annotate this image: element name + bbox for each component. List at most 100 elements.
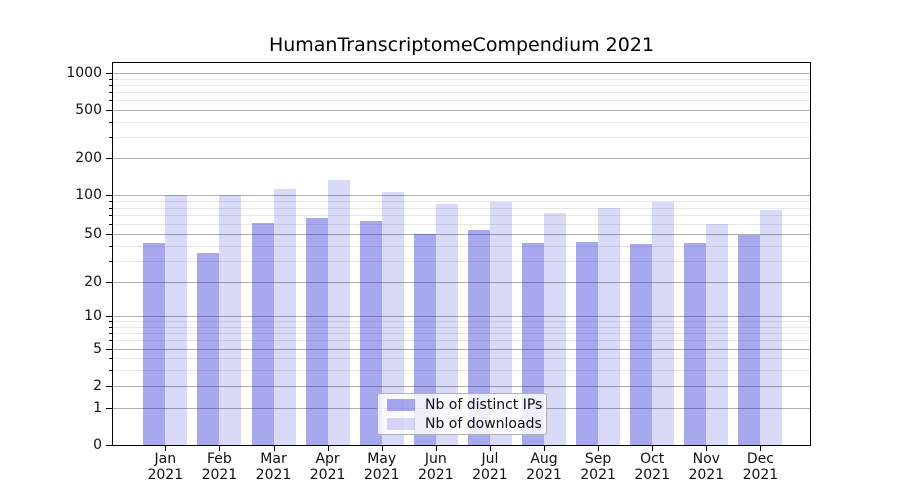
plot-border-bottom [112,445,811,446]
x-tick-mark [598,446,600,451]
y-tick-mark [106,195,113,196]
x-tick-label: Sep 2021 [568,451,628,483]
x-tick-month: Dec [746,451,774,467]
y-minor-tick-mark [109,200,113,202]
y-tick-label: 1000 [66,65,102,81]
x-tick-month: Apr [315,451,340,467]
y-tick-label: 100 [75,187,102,203]
legend: Nb of distinct IPs Nb of downloads [377,393,547,435]
x-tick-year: 2021 [472,467,508,483]
bar-distinct-ips [251,222,274,445]
gridline-minor [113,84,810,86]
x-tick-label: Jul 2021 [460,451,520,483]
y-minor-tick-mark [109,245,113,247]
x-tick-month: Oct [640,451,665,467]
y-minor-tick-mark [109,223,113,225]
gridline-minor [113,223,810,225]
x-tick-mark [760,446,762,451]
y-tick-label: 0 [93,437,102,453]
bar-downloads [381,192,404,445]
x-tick-year: 2021 [634,467,670,483]
y-minor-tick-mark [109,121,113,123]
gridline-minor [113,358,810,359]
legend-label-downloads: Nb of downloads [425,415,542,432]
legend-swatch-distinct-ips [387,398,415,411]
bar-downloads [165,195,188,445]
bar-downloads [327,179,350,445]
y-tick-mark [106,110,113,111]
x-tick-mark [435,446,437,451]
x-tick-month: Jun [424,451,447,467]
x-tick-month: Feb [206,451,232,467]
y-minor-tick-mark [109,369,113,371]
plot-border-top [112,62,811,63]
x-tick-year: 2021 [688,467,725,483]
x-tick-mark [165,446,167,451]
x-tick-month: Aug [530,451,558,467]
legend-swatch-downloads [387,417,415,430]
y-minor-tick-mark [109,340,113,342]
x-tick-label: Dec 2021 [730,451,790,483]
gridline-minor [113,215,810,217]
x-tick-label: May 2021 [352,451,412,483]
gridline-minor [113,245,810,247]
x-tick-year: 2021 [363,467,400,483]
x-tick-mark [381,446,383,451]
bar-downloads [435,203,458,445]
y-minor-tick-mark [109,358,113,359]
x-tick-year: 2021 [255,467,292,483]
y-tick-label: 500 [75,102,102,118]
gridline-major [113,282,810,283]
y-tick-mark [106,73,113,74]
x-tick-year: 2021 [580,467,616,483]
y-minor-tick-mark [109,326,113,328]
legend-item-distinct-ips: Nb of distinct IPs [387,397,542,413]
y-tick-mark [106,316,113,317]
x-tick-year: 2021 [742,467,779,483]
y-tick-mark [106,408,113,409]
x-tick-mark [652,446,654,451]
bar-downloads [706,223,729,445]
y-minor-tick-mark [109,78,113,80]
chart-title: HumanTranscriptomeCompendium 2021 [268,34,655,56]
bar-downloads [598,207,621,445]
x-tick-year: 2021 [309,467,346,483]
gridline-minor [113,369,810,371]
x-tick-label: Feb 2021 [189,451,249,483]
y-minor-tick-mark [109,84,113,86]
y-tick-mark [106,158,113,159]
x-tick-label: Aug 2021 [514,451,574,483]
bar-distinct-ips [197,252,220,445]
gridline-minor [113,260,810,262]
x-tick-mark [273,446,275,451]
y-minor-tick-mark [109,321,113,322]
y-minor-tick-mark [109,136,113,138]
gridline-major [113,73,810,74]
bar-distinct-ips [359,221,382,445]
x-tick-year: 2021 [417,467,454,483]
bar-downloads [489,202,512,445]
y-minor-tick-mark [109,260,113,262]
y-tick-mark [106,386,113,387]
y-tick-label: 200 [75,150,102,166]
x-tick-label: Oct 2021 [622,451,682,483]
y-tick-label: 1 [93,400,102,416]
gridline-minor [113,340,810,342]
y-tick-label: 5 [93,341,102,357]
y-minor-tick-mark [109,215,113,217]
x-tick-year: 2021 [201,467,238,483]
bar-downloads [219,194,242,445]
gridline-minor [113,321,810,322]
gridline-minor [113,200,810,202]
x-tick-month: Nov [692,451,720,467]
bar-distinct-ips [684,243,707,445]
gridline-minor [113,92,810,93]
x-tick-mark [219,446,221,451]
plot-border-left [112,62,113,446]
x-tick-label: Apr 2021 [298,451,358,483]
x-tick-month: Sep [584,451,612,467]
x-tick-year: 2021 [526,467,562,483]
